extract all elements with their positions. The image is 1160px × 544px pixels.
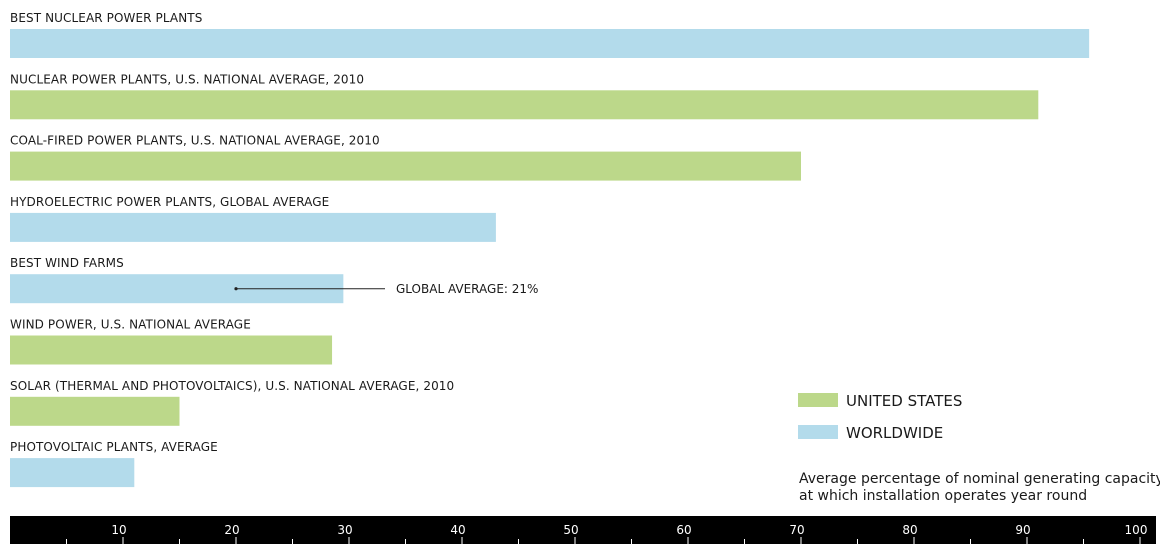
- bars-layer: BEST NUCLEAR POWER PLANTS NUCLEAR POWER P…: [10, 11, 1090, 488]
- bar: [10, 396, 180, 426]
- bar-category-label: NUCLEAR POWER PLANTS, U.S. NATIONAL AVER…: [10, 72, 364, 86]
- bar-row: NUCLEAR POWER PLANTS, U.S. NATIONAL AVER…: [10, 72, 1039, 120]
- bar-category-label: WIND POWER, U.S. NATIONAL AVERAGE: [10, 318, 251, 332]
- legend-label: UNITED STATES: [846, 392, 962, 410]
- legend-label: WORLDWIDE: [846, 424, 943, 442]
- axis-tick-label: 40: [450, 523, 465, 537]
- legend-swatch: [798, 425, 838, 439]
- bar-category-label: COAL-FIRED POWER PLANTS, U.S. NATIONAL A…: [10, 134, 380, 148]
- bar: [10, 151, 801, 181]
- bar-row: BEST NUCLEAR POWER PLANTS: [10, 11, 1090, 58]
- bar-category-label: SOLAR (THERMAL AND PHOTOVOLTAICS), U.S. …: [10, 379, 454, 393]
- annotation-label: GLOBAL AVERAGE: 21%: [396, 282, 538, 296]
- bar-category-label: PHOTOVOLTAIC PLANTS, AVERAGE: [10, 440, 218, 454]
- note-line: Average percentage of nominal generating…: [799, 471, 1160, 487]
- bar-row: BEST WIND FARMS: [10, 256, 344, 304]
- axis-tick-label: 20: [224, 523, 239, 537]
- bar-row: HYDROELECTRIC POWER PLANTS, GLOBAL AVERA…: [10, 195, 496, 242]
- chart-note: Average percentage of nominal generating…: [799, 471, 1160, 504]
- axis-tick-label: 60: [676, 523, 691, 537]
- bar-row: SOLAR (THERMAL AND PHOTOVOLTAICS), U.S. …: [10, 379, 454, 426]
- global-average-annotation: GLOBAL AVERAGE: 21%: [234, 282, 538, 296]
- axis-tick-label: 30: [337, 523, 352, 537]
- legend-swatch: [798, 393, 838, 407]
- bar: [10, 212, 496, 242]
- legend-item: WORLDWIDE: [798, 424, 943, 442]
- axis-tick-label: 70: [789, 523, 804, 537]
- annotation-dot: [234, 287, 238, 291]
- bar-row: COAL-FIRED POWER PLANTS, U.S. NATIONAL A…: [10, 134, 801, 181]
- bar: [10, 29, 1090, 58]
- bar-row: PHOTOVOLTAIC PLANTS, AVERAGE: [10, 440, 218, 488]
- bar-category-label: BEST WIND FARMS: [10, 256, 124, 270]
- bar-row: WIND POWER, U.S. NATIONAL AVERAGE: [10, 318, 333, 365]
- bar-category-label: HYDROELECTRIC POWER PLANTS, GLOBAL AVERA…: [10, 195, 329, 209]
- bar: [10, 90, 1039, 120]
- axis-band: [10, 516, 1156, 544]
- bar: [10, 335, 333, 365]
- axis-tick-label: 90: [1015, 523, 1030, 537]
- bar: [10, 458, 135, 488]
- axis-tick-label: 10: [111, 523, 126, 537]
- axis-tick-label: 50: [563, 523, 578, 537]
- axis-tick-label: 100: [1125, 523, 1148, 537]
- x-axis: 10 20 30 40 50 60 70 80 90 100: [10, 516, 1156, 544]
- note-line: at which installation operates year roun…: [799, 488, 1087, 504]
- legend-item: UNITED STATES: [798, 392, 962, 410]
- bar-category-label: BEST NUCLEAR POWER PLANTS: [10, 11, 202, 25]
- legend: UNITED STATES WORLDWIDE: [798, 392, 962, 442]
- axis-tick-label: 80: [902, 523, 917, 537]
